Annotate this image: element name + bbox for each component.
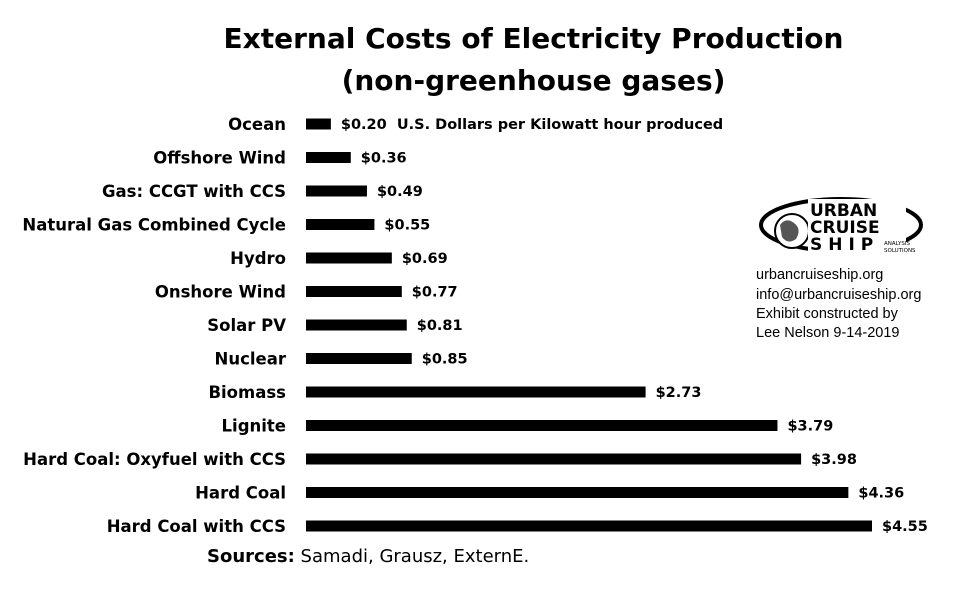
bar xyxy=(306,152,351,163)
category-label: Ocean xyxy=(228,115,286,134)
logo-text-urban: URBAN xyxy=(810,201,877,221)
bar xyxy=(306,520,872,532)
value-label: $4.55 xyxy=(882,519,928,535)
value-label: $3.79 xyxy=(787,419,833,435)
bar xyxy=(306,252,392,264)
value-label: $0.81 xyxy=(417,318,463,334)
value-label: $0.36 xyxy=(361,151,407,167)
unit-annotation: U.S. Dollars per Kilowatt hour produced xyxy=(397,117,723,133)
bar xyxy=(306,185,367,197)
bar xyxy=(306,386,646,398)
category-label: Hard Coal with CCS xyxy=(107,517,286,536)
bar xyxy=(306,453,802,465)
bar xyxy=(306,319,407,331)
category-label: Gas: CCGT with CCS xyxy=(102,182,286,201)
value-label: $0.69 xyxy=(402,251,448,267)
logo-tagline-analysis: ANALYSIS xyxy=(884,241,910,247)
value-label: $0.55 xyxy=(384,218,430,234)
bar xyxy=(306,286,402,297)
value-label: $0.77 xyxy=(412,285,458,301)
urban-cruise-ship-logo: URBAN CRUISE SHIP ANALYSIS SOLUTIONS xyxy=(759,197,923,259)
bar xyxy=(306,420,778,431)
value-label: $0.49 xyxy=(377,184,423,200)
chart-title: External Costs of Electricity Production xyxy=(223,22,844,55)
logo-text-cruise: CRUISE xyxy=(810,218,880,238)
category-label: Solar PV xyxy=(207,316,286,335)
value-label: $0.85 xyxy=(422,352,468,368)
logo-tagline-solutions: SOLUTIONS xyxy=(884,248,916,254)
value-label: $4.36 xyxy=(858,486,904,502)
category-label: Hydro xyxy=(230,249,286,268)
value-label: $3.98 xyxy=(811,452,857,468)
bar xyxy=(306,353,412,364)
author-date-text: Lee Nelson 9-14-2019 xyxy=(756,325,900,341)
sources-label: Sources: xyxy=(207,546,295,567)
logo-text-ship: SHIP xyxy=(810,235,879,255)
category-label: Onshore Wind xyxy=(155,283,286,302)
constructed-by-text: Exhibit constructed by xyxy=(756,306,898,322)
category-label: Lignite xyxy=(222,417,286,436)
bar xyxy=(306,219,375,230)
category-label: Biomass xyxy=(208,383,286,402)
value-label: $0.20 xyxy=(341,117,387,133)
sources-text: Samadi, Grausz, ExternE. xyxy=(300,546,530,567)
category-label: Nuclear xyxy=(215,350,287,369)
sources-note: Sources: Samadi, Grausz, ExternE. xyxy=(207,546,529,567)
value-label: $2.73 xyxy=(656,385,702,401)
email-text: info@urbancruiseship.org xyxy=(756,287,922,303)
category-label: Hard Coal xyxy=(195,484,286,503)
bar xyxy=(306,118,331,130)
category-label: Hard Coal: Oxyfuel with CCS xyxy=(23,450,286,469)
bar xyxy=(306,487,849,498)
category-label: Offshore Wind xyxy=(153,149,286,168)
chart-subtitle: (non-greenhouse gases) xyxy=(341,64,726,97)
website-text: urbancruiseship.org xyxy=(756,267,884,283)
category-label: Natural Gas Combined Cycle xyxy=(22,216,286,235)
